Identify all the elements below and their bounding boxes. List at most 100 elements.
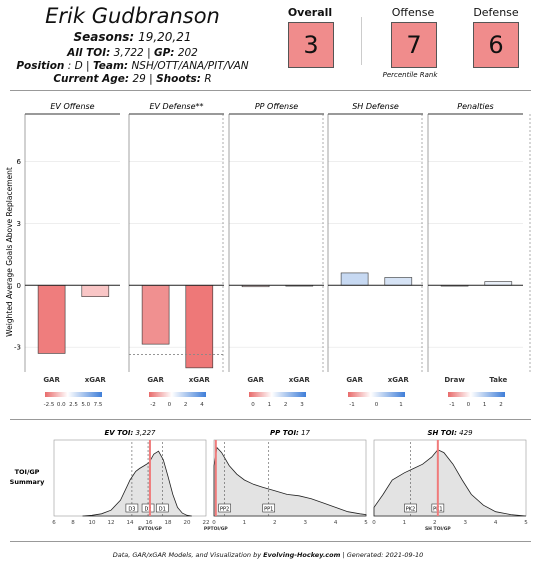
marker-label-box — [156, 503, 169, 513]
marker-label: PK2 — [406, 507, 415, 513]
offense-percentile: 7 — [391, 22, 437, 68]
bar-gar — [340, 272, 369, 286]
toi-panel-title: SH TOI: 429 — [427, 429, 473, 437]
percentile-divider — [361, 17, 362, 65]
position-value: D — [74, 60, 83, 72]
color-scale-tick: 2 — [499, 402, 503, 408]
marker-label: D2 — [145, 507, 152, 513]
mid-rule — [10, 419, 531, 420]
x-tick-label: 4 — [494, 520, 498, 526]
panel-title: Penalties — [457, 102, 493, 111]
x-category-label: GAR — [147, 376, 164, 384]
marker-label-box — [404, 503, 417, 513]
x-tick-label: 20 — [184, 520, 191, 526]
x-axis-label: SH TOI/GP — [425, 526, 451, 532]
marker-label: PP1 — [264, 507, 273, 513]
y-tick-label: 0 — [17, 282, 21, 290]
color-scale-bar — [249, 392, 306, 397]
marker-label-box — [125, 503, 139, 513]
x-tick-label: 3 — [463, 520, 467, 526]
gar-panel: PP Offense GAR xGAR 0 1 2 3 — [228, 102, 324, 408]
density-curve — [373, 449, 527, 517]
density-curve — [82, 450, 192, 517]
color-scale-tick: 2.5 — [69, 402, 78, 408]
x-axis-label: PPTOI/GP — [204, 526, 229, 532]
panel-title: EV Defense** — [149, 102, 203, 111]
age-label: Current Age: — [53, 73, 130, 85]
toi-panel-title: EV TOI: 3,227 — [104, 429, 156, 437]
toi-panel: EV TOI: 3,227 D3 D2 D1 6 8 10 12 14 16 18 20 22 EVTOI… — [52, 429, 209, 532]
x-tick-label: 2 — [433, 520, 437, 526]
gar-panel: EV Defense** GAR xGAR -2 0 2 4 — [128, 102, 224, 408]
x-tick-label: 12 — [108, 520, 115, 526]
toi-line: All TOI: 3,722 | GP: 202 — [67, 47, 198, 59]
color-scale-tick: 4 — [200, 402, 204, 408]
toi-panel: SH TOI: 429PK2PK1012345SH TOI/GP — [372, 429, 528, 532]
x-category-label: Draw — [444, 376, 465, 384]
x-tick-label: 14 — [127, 520, 134, 526]
percentile-caption: Percentile Rank — [382, 71, 438, 79]
x-tick-label: 2 — [273, 520, 277, 526]
team-value: NSH/OTT/ANA/PIT/VAN — [131, 60, 249, 72]
x-category-label: xGAR — [189, 376, 211, 384]
defense-label: Defense — [473, 6, 519, 19]
footer: Data, GAR/xGAR Models, and Visualization… — [0, 551, 536, 559]
color-scale-tick: 5.0 — [81, 402, 90, 408]
x-category-label: xGAR — [289, 376, 311, 384]
footer-generated: | Generated: 2021-09-10 — [340, 551, 424, 559]
color-scale-bar — [448, 392, 505, 397]
player-name: Erik Gudbranson — [45, 4, 220, 28]
color-scale-tick: -1 — [349, 402, 354, 408]
toi-title-value: 17 — [299, 429, 311, 437]
color-scale-tick: 0 — [467, 402, 471, 408]
seasons-label: Seasons: — [73, 30, 135, 44]
marker-label-box — [141, 503, 155, 513]
gp-value: 202 — [177, 47, 198, 59]
toi-label: All TOI: — [67, 47, 111, 59]
x-category-label: xGAR — [388, 376, 410, 384]
x-tick-label: 16 — [146, 520, 153, 526]
toi-title-label: PP TOI: — [270, 429, 299, 437]
bar-xgar — [81, 285, 110, 297]
panel-title: SH Defense — [352, 102, 399, 111]
color-scale-tick: 1 — [399, 402, 403, 408]
offense-label: Offense — [391, 6, 435, 19]
color-scale-tick: 2 — [184, 402, 188, 408]
toi-title-label: SH TOI: — [427, 429, 457, 437]
marker-label: D1 — [159, 507, 166, 513]
age-value: 29 — [132, 73, 146, 85]
x-tick-label: 0 — [212, 520, 216, 526]
x-tick-label: 5 — [364, 520, 368, 526]
color-scale-tick: 7.5 — [94, 402, 103, 408]
bar-xgar — [185, 285, 214, 369]
x-tick-label: 1 — [243, 520, 247, 526]
marker-label-box — [262, 503, 276, 513]
marker-label: D3 — [128, 507, 135, 513]
x-category-label: xGAR — [85, 376, 107, 384]
toi-title-value: 3,227 — [133, 429, 156, 437]
color-scale-tick: 1 — [268, 402, 272, 408]
color-scale-tick: 0 — [251, 402, 255, 408]
toi-panel-title: PP TOI: 17 — [270, 429, 311, 437]
team-label: Team: — [92, 60, 129, 72]
position-label: Position — [16, 60, 65, 72]
gp-label: GP: — [153, 47, 175, 59]
shoots-value: R — [204, 73, 212, 85]
color-scale-bar — [348, 392, 405, 397]
seasons-value: 19,20,21 — [138, 30, 192, 44]
gar-panel: SH Defense GAR xGAR -1 0 1 — [327, 102, 423, 408]
color-scale-tick: 3 — [300, 402, 304, 408]
panel-title: EV Offense — [50, 102, 94, 111]
gar-panel: Penalties Draw Take -1 0 1 2 — [427, 102, 531, 408]
x-category-label: GAR — [43, 376, 60, 384]
y-tick-label: 6 — [17, 158, 22, 166]
toi-row-label: TOI/GP Summary — [10, 468, 45, 486]
x-tick-label: 6 — [52, 520, 56, 526]
color-scale-tick: 0 — [168, 402, 172, 408]
color-scale-tick: 0 — [375, 402, 379, 408]
overall-label: Overall — [287, 6, 333, 19]
x-tick-label: 3 — [303, 520, 307, 526]
x-category-label: GAR — [346, 376, 363, 384]
marker-label: PP2 — [220, 507, 229, 513]
marker-label-box — [218, 503, 231, 513]
